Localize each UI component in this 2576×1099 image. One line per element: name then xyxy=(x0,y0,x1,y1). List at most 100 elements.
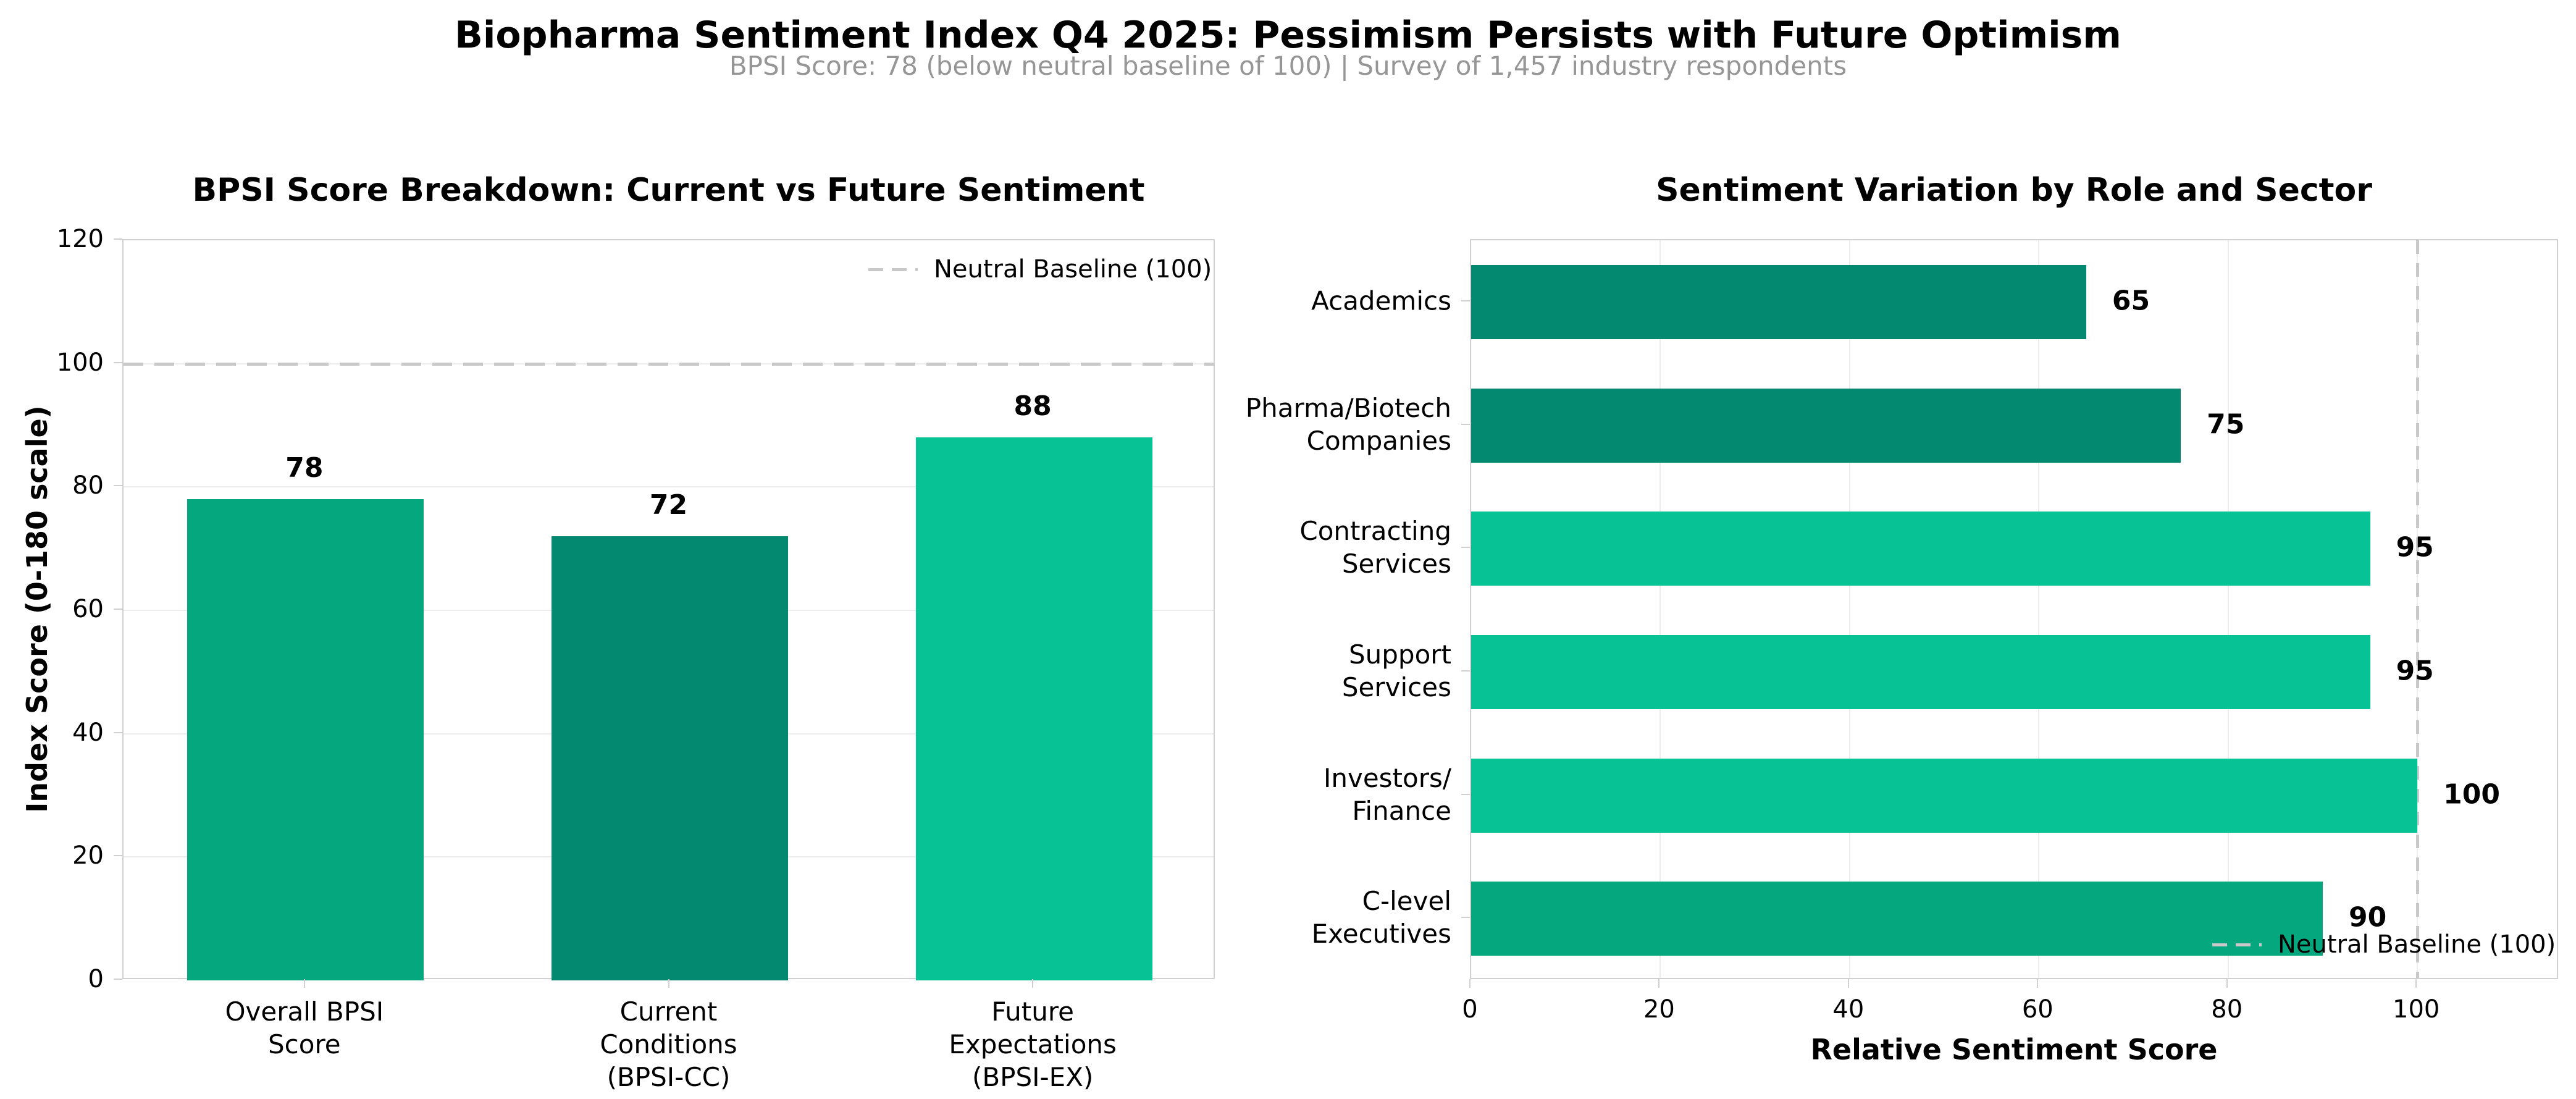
left-chart-title: BPSI Score Breakdown: Current vs Future … xyxy=(192,172,1145,209)
x-tick-label: 60 xyxy=(2021,995,2054,1024)
x-tick-mark xyxy=(2415,979,2417,988)
category-label-line: Executives xyxy=(1311,919,1451,950)
category-label-line: Score xyxy=(268,1029,341,1059)
y-tick-mark xyxy=(1461,917,1470,919)
bar-value-label: 72 xyxy=(649,489,688,521)
y-tick-mark xyxy=(114,855,122,857)
category-label-line: (BPSI-EX) xyxy=(971,1062,1094,1092)
hbar-5 xyxy=(1471,882,2323,956)
bar-1 xyxy=(552,536,788,980)
y-tick-mark xyxy=(114,485,122,487)
category-label-line: Services xyxy=(1341,672,1451,702)
bar-2 xyxy=(915,437,1152,980)
category-label-line: (BPSI-CC) xyxy=(606,1062,731,1092)
category-label: Future Expectations (BPSI-EX) xyxy=(847,995,1218,1093)
x-tick-mark xyxy=(1032,979,1034,988)
category-label-line: Contracting xyxy=(1299,516,1451,547)
left-chart-plot-area xyxy=(122,239,1215,980)
gridline xyxy=(2038,240,2040,978)
x-tick-mark xyxy=(1847,979,1849,988)
category-label: Overall BPSI Score xyxy=(119,995,490,1061)
right-chart-plot-area xyxy=(1470,239,2558,979)
category-label-line: Conditions xyxy=(600,1029,737,1059)
bar-value-label: 78 xyxy=(285,452,324,484)
y-tick-label: 80 xyxy=(72,471,104,500)
category-label-line: Overall BPSI xyxy=(225,996,384,1027)
category-label-line: Current xyxy=(619,996,718,1027)
x-tick-mark xyxy=(1469,979,1471,988)
category-label-line: Expectations xyxy=(949,1029,1117,1059)
y-tick-mark xyxy=(114,361,122,363)
left-legend-label: Neutral Baseline (100) xyxy=(934,255,1212,284)
hbar-3 xyxy=(1471,634,2370,709)
hbar-1 xyxy=(1471,388,2181,463)
y-tick-label: 60 xyxy=(72,595,104,623)
bar-value-label: 95 xyxy=(2396,655,2434,687)
y-tick-label: 0 xyxy=(88,965,104,993)
x-tick-label: 100 xyxy=(2392,995,2440,1024)
neutral-baseline-line xyxy=(124,362,1214,366)
dashed-line-legend-icon xyxy=(868,267,918,271)
y-tick-label: 100 xyxy=(56,348,104,377)
x-tick-label: 40 xyxy=(1832,995,1865,1024)
category-label-line: Academics xyxy=(1311,285,1451,316)
category-label: Pharma/Biotech Companies xyxy=(1019,392,1451,457)
bar-value-label: 100 xyxy=(2443,778,2501,810)
category-label: Support Services xyxy=(1019,638,1451,704)
category-label: Current Conditions (BPSI-CC) xyxy=(484,995,854,1093)
category-label: C-level Executives xyxy=(1019,885,1451,950)
right-chart-title: Sentiment Variation by Role and Sector xyxy=(1656,172,2372,209)
category-label: Investors/Finance xyxy=(1019,762,1451,827)
bar-0 xyxy=(187,499,424,980)
x-tick-label: 80 xyxy=(2211,995,2243,1024)
gridline xyxy=(124,486,1214,488)
y-tick-mark xyxy=(1461,670,1470,672)
y-tick-mark xyxy=(114,238,122,240)
category-label: Contracting Services xyxy=(1019,515,1451,580)
x-tick-mark xyxy=(303,979,305,988)
bar-value-label: 75 xyxy=(2207,408,2245,440)
hbar-0 xyxy=(1471,264,2086,339)
y-tick-mark xyxy=(114,979,122,980)
category-label-line: Companies xyxy=(1306,425,1451,456)
dashed-line-legend-icon xyxy=(2212,943,2262,946)
gridline xyxy=(2227,240,2229,978)
category-label-line: Pharma/Biotech xyxy=(1245,392,1451,423)
right-chart-legend: Neutral Baseline (100) xyxy=(2212,930,2556,959)
y-tick-mark xyxy=(114,731,122,733)
y-tick-label: 40 xyxy=(72,718,104,747)
y-tick-label: 20 xyxy=(72,841,104,870)
bar-value-label: 90 xyxy=(2348,901,2387,933)
hbar-4 xyxy=(1471,758,2418,833)
y-tick-label: 120 xyxy=(56,225,104,253)
bar-value-label: 95 xyxy=(2396,531,2434,563)
x-tick-mark xyxy=(2226,979,2228,988)
category-label-line: Investors/ xyxy=(1323,762,1451,793)
right-legend-label: Neutral Baseline (100) xyxy=(2278,930,2556,959)
category-label: Academics xyxy=(1019,284,1451,317)
y-tick-mark xyxy=(1461,547,1470,549)
page-title: Biopharma Sentiment Index Q4 2025: Pessi… xyxy=(455,14,2121,57)
category-label-line: Finance xyxy=(1352,795,1451,826)
y-tick-mark xyxy=(1461,300,1470,301)
page-subtitle: BPSI Score: 78 (below neutral baseline o… xyxy=(729,51,1847,81)
left-chart-legend: Neutral Baseline (100) xyxy=(868,255,1212,284)
x-tick-label: 0 xyxy=(1462,995,1478,1024)
right-chart-x-axis-label: Relative Sentiment Score xyxy=(1810,1033,2218,1066)
bar-value-label: 88 xyxy=(1013,390,1052,423)
x-tick-mark xyxy=(1658,979,1660,988)
y-tick-mark xyxy=(1461,793,1470,795)
category-label-line: Services xyxy=(1341,549,1451,579)
hbar-2 xyxy=(1471,512,2370,586)
bar-value-label: 65 xyxy=(2112,285,2150,317)
neutral-baseline-line xyxy=(2416,240,2420,978)
x-tick-label: 20 xyxy=(1643,995,1675,1024)
category-label-line: C-level xyxy=(1362,886,1451,917)
x-tick-mark xyxy=(2037,979,2039,988)
y-tick-mark xyxy=(1461,423,1470,425)
category-label-line: Support xyxy=(1348,639,1451,670)
y-tick-mark xyxy=(114,608,122,610)
gridline xyxy=(1659,240,1661,978)
category-label-line: Future xyxy=(991,996,1075,1027)
